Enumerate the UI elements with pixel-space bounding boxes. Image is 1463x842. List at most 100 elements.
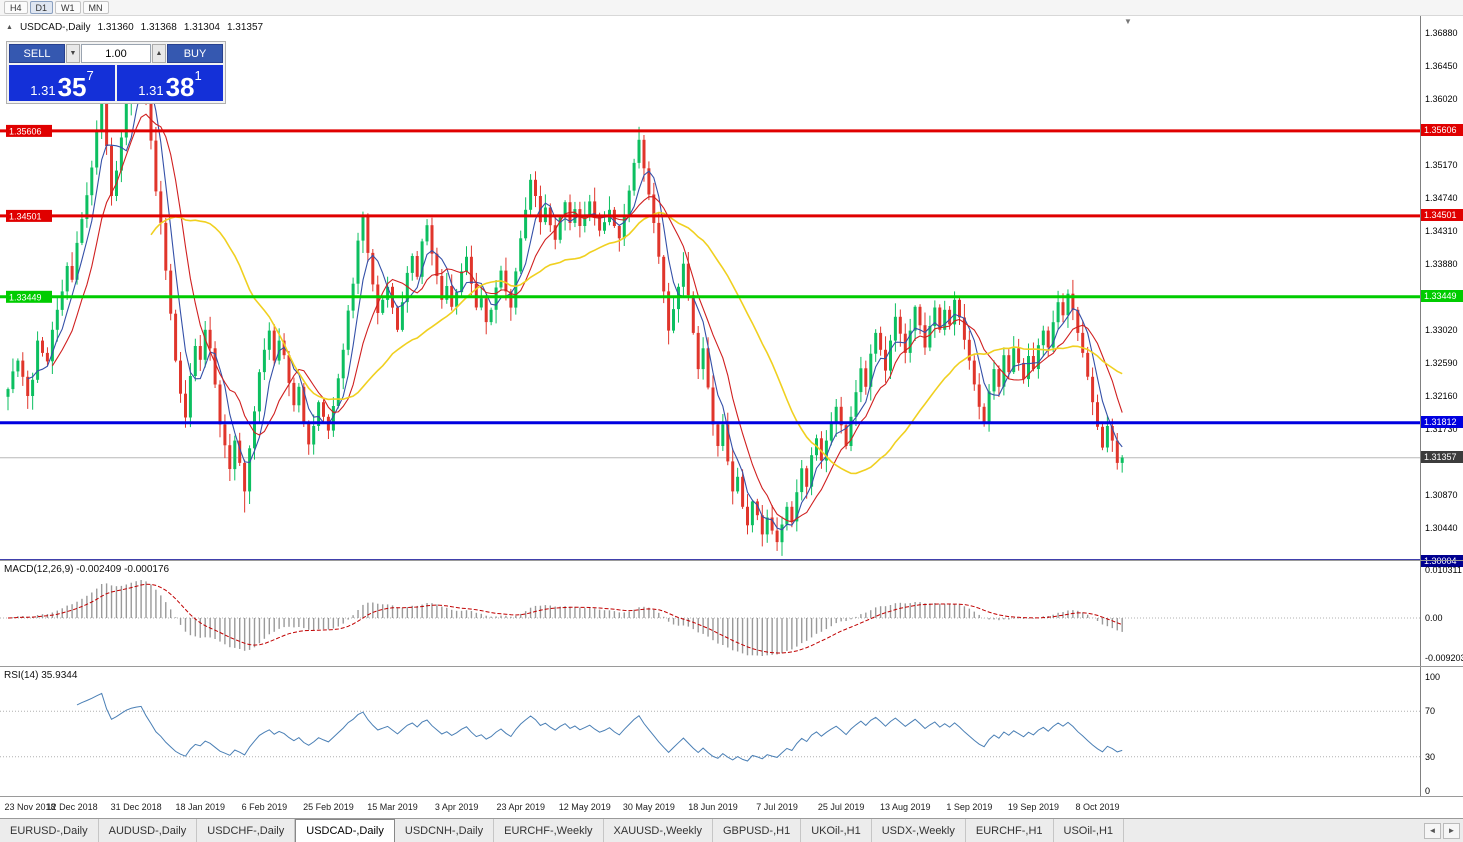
volume-up-button[interactable]: ▲: [152, 44, 166, 63]
rsi-panel[interactable]: RSI(14) 35.9344: [0, 667, 1420, 796]
hline-left-label: 1.33449: [6, 290, 52, 303]
symbol-arrow-icon: ▲: [6, 24, 13, 31]
rsi-canvas[interactable]: [0, 667, 1420, 796]
date-axis[interactable]: 23 Nov 2018 12 Dec 2018 31 Dec 2018 18 Jan …: [0, 797, 1420, 818]
chart-tab-audusd-daily[interactable]: AUDUSD-,Daily: [99, 819, 198, 842]
ma-30-line: [150, 211, 1123, 475]
chart-tab-usdcnh-daily[interactable]: USDCNH-,Daily: [395, 819, 495, 842]
hline-price-label: 1.33449: [1421, 290, 1463, 303]
date-label: 13 Aug 2019: [879, 802, 931, 812]
panel-separator: [0, 796, 1463, 797]
sell-price-pip: 7: [86, 68, 94, 83]
chart-tab-eurchf-h1[interactable]: EURCHF-,H1: [966, 819, 1054, 842]
date-label: 18 Jan 2019: [175, 802, 226, 812]
date-label: 31 Dec 2018: [110, 802, 162, 812]
panel-separator[interactable]: [0, 560, 1463, 561]
tab-scroll-left-button[interactable]: ◄: [1424, 822, 1441, 839]
chart-symbol-label: USDCAD-,Daily: [19, 22, 91, 33]
date-label: 3 Apr 2019: [434, 802, 479, 812]
date-label: 25 Jul 2019: [817, 802, 865, 812]
chart-ohlc-header: ▲ USDCAD-,Daily 1.31360 1.31368 1.31304 …: [6, 22, 263, 33]
price-axis[interactable]: 1.36880 1.36450 1.36020 1.35170 1.34740 1.343…: [1420, 16, 1463, 796]
macd-canvas[interactable]: [0, 561, 1420, 666]
rsi-axis-label: 100: [1425, 672, 1441, 682]
chart-tab-eurusd-daily[interactable]: EURUSD-,Daily: [0, 819, 99, 842]
date-label: 7 Jul 2019: [756, 802, 798, 812]
hline-left-label: 1.34501: [6, 209, 52, 222]
price-tick-label: 1.36020: [1425, 94, 1458, 105]
price-tick-label: 1.36450: [1425, 61, 1458, 71]
price-tick-label: 1.34740: [1425, 192, 1458, 203]
ohlc-close: 1.31357: [226, 22, 264, 33]
price-tick-label: 1.31730: [1425, 424, 1458, 435]
chart-tab-xauusd-weekly[interactable]: XAUUSD-,Weekly: [604, 819, 713, 842]
sell-price-big: 35: [57, 71, 87, 102]
svg-text:1.35606: 1.35606: [9, 126, 42, 136]
chart-tab-usoil-h1[interactable]: USOil-,H1: [1054, 819, 1125, 842]
sell-price-button[interactable]: 1.31 35 7: [9, 65, 115, 101]
chart-tab-usdcad-daily[interactable]: USDCAD-,Daily: [295, 819, 395, 842]
one-click-trading-panel: SELL ▼ ▲ BUY 1.31 35 7 1.31 38 1: [6, 41, 226, 104]
buy-price-pip: 1: [194, 68, 202, 83]
volume-dropdown-button[interactable]: ▼: [66, 44, 80, 63]
ohlc-open: 1.31360: [97, 22, 134, 33]
candlestick-series: [6, 51, 1124, 556]
svg-text:1.33449: 1.33449: [9, 292, 42, 302]
macd-panel[interactable]: MACD(12,26,9) -0.002409 -0.000176: [0, 561, 1420, 666]
chart-tab-usdx-weekly[interactable]: USDX-,Weekly: [872, 819, 966, 842]
price-chart-panel[interactable]: 1.35606 1.34501 1.33449 ▲ USDCAD-,Daily 1.…: [0, 16, 1420, 560]
price-tick-label: 1.34310: [1425, 225, 1458, 236]
timeframe-button-d1[interactable]: D1: [29, 1, 54, 14]
rsi-header: RSI(14) 35.9344: [4, 670, 78, 681]
date-label: 12 Dec 2018: [46, 802, 98, 812]
price-tick-label: 1.33020: [1425, 324, 1458, 335]
rsi-axis-label: 70: [1425, 706, 1436, 717]
trade-quote-row: 1.31 35 7 1.31 38 1: [9, 65, 223, 101]
ma-10-line: [51, 113, 1123, 523]
macd-axis-max: 0.010311: [1425, 565, 1462, 575]
chevron-down-icon: ▼: [69, 50, 77, 57]
tab-scroll-right-button[interactable]: ►: [1443, 822, 1460, 839]
trade-controls-row: SELL ▼ ▲ BUY: [9, 44, 223, 63]
date-label: 19 Sep 2019: [1007, 802, 1059, 812]
date-label: 8 Oct 2019: [1075, 802, 1120, 812]
panel-separator[interactable]: [0, 666, 1463, 667]
buy-price-prefix: 1.31: [138, 82, 164, 98]
sell-price-prefix: 1.31: [30, 82, 56, 98]
timeframe-toolbar: H4 D1 W1 MN: [0, 0, 1463, 16]
timeframe-button-h4[interactable]: H4: [4, 1, 28, 14]
buy-button[interactable]: BUY: [167, 44, 223, 63]
volume-input[interactable]: [81, 44, 151, 63]
macd-axis-min: -0.009203: [1425, 653, 1463, 663]
sell-button[interactable]: SELL: [9, 44, 65, 63]
chart-tab-bar: EURUSD-,Daily AUDUSD-,Daily USDCHF-,Daily U…: [0, 818, 1463, 842]
timeframe-button-mn[interactable]: MN: [82, 1, 109, 14]
price-tick-label: 1.35170: [1425, 159, 1458, 170]
chart-tab-usdchf-daily[interactable]: USDCHF-,Daily: [197, 819, 296, 842]
hline-price-label: 1.34501: [1421, 209, 1463, 222]
ohlc-low: 1.31304: [183, 22, 220, 33]
current-price-label: 1.31357: [1421, 451, 1463, 464]
timeframe-button-w1[interactable]: W1: [55, 1, 81, 14]
chart-tab-eurchf-weekly[interactable]: EURCHF-,Weekly: [494, 819, 604, 842]
date-label: 1 Sep 2019: [946, 802, 993, 812]
hline-price-label: 1.30004: [1421, 555, 1463, 568]
price-tick-label: 1.30440: [1425, 523, 1458, 534]
ohlc-high: 1.31368: [140, 22, 177, 33]
chevron-up-icon: ▲: [155, 50, 163, 57]
date-label: 30 May 2019: [622, 802, 675, 812]
svg-text:1.34501: 1.34501: [9, 211, 42, 221]
buy-price-button[interactable]: 1.31 38 1: [117, 65, 223, 101]
price-tick-label: 1.36880: [1425, 27, 1458, 38]
date-label: 23 Nov 2018: [4, 802, 56, 812]
date-label: 23 Apr 2019: [496, 802, 545, 812]
chart-shift-marker-icon: ▼: [1124, 17, 1132, 26]
date-label: 6 Feb 2019: [241, 802, 288, 812]
price-chart-canvas[interactable]: 1.35606 1.34501 1.33449: [0, 16, 1420, 560]
price-tick-label: 1.33880: [1425, 258, 1458, 269]
chart-tab-gbpusd-h1[interactable]: GBPUSD-,H1: [713, 819, 802, 842]
tab-scroll-arrows: ◄ ►: [1424, 819, 1463, 842]
chart-tab-ukoil-h1[interactable]: UKOil-,H1: [801, 819, 872, 842]
date-label: 18 Jun 2019: [688, 802, 738, 812]
